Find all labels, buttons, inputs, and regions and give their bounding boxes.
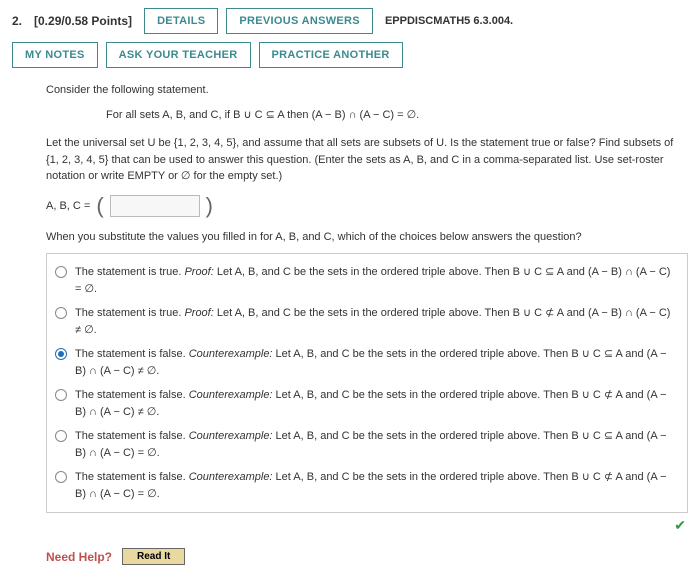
paren-open: ( [96,193,103,219]
option-radio[interactable] [55,471,67,483]
option-row[interactable]: The statement is false. Counterexample: … [55,342,679,383]
option-row[interactable]: The statement is true. Proof: Let A, B, … [55,301,679,342]
intro-text: Consider the following statement. [46,82,688,99]
check-icon: ✔ [674,517,686,533]
read-it-button[interactable]: Read It [122,548,185,565]
question-body: Consider the following statement. For al… [46,82,688,565]
details-button[interactable]: DETAILS [144,8,218,34]
question-number: 2. [12,14,22,28]
option-radio[interactable] [55,307,67,319]
option-text: The statement is false. Counterexample: … [75,469,679,502]
statement-text: For all sets A, B, and C, if B ∪ C ⊆ A t… [46,107,688,124]
question-header-row2: MY NOTES ASK YOUR TEACHER PRACTICE ANOTH… [12,42,688,68]
option-text: The statement is false. Counterexample: … [75,387,679,420]
option-row[interactable]: The statement is true. Proof: Let A, B, … [55,260,679,301]
ask-teacher-button[interactable]: ASK YOUR TEACHER [106,42,251,68]
option-radio[interactable] [55,389,67,401]
setup-text: Let the universal set U be {1, 2, 3, 4, … [46,135,688,185]
need-help-label: Need Help? [46,550,112,564]
followup-text: When you substitute the values you fille… [46,229,688,246]
option-radio[interactable] [55,266,67,278]
option-row[interactable]: The statement is false. Counterexample: … [55,383,679,424]
options-container: The statement is true. Proof: Let A, B, … [46,253,688,513]
paren-close: ) [206,193,213,219]
option-row[interactable]: The statement is false. Counterexample: … [55,424,679,465]
practice-another-button[interactable]: PRACTICE ANOTHER [259,42,403,68]
option-text: The statement is true. Proof: Let A, B, … [75,305,679,338]
my-notes-button[interactable]: MY NOTES [12,42,98,68]
option-row[interactable]: The statement is false. Counterexample: … [55,465,679,506]
option-radio[interactable] [55,430,67,442]
correct-indicator: ✔ [46,513,688,534]
answer-input[interactable] [110,195,200,217]
answer-label: A, B, C = [46,200,90,212]
answer-row: A, B, C = ( ) [46,193,688,219]
option-text: The statement is false. Counterexample: … [75,428,679,461]
source-label: EPPDISCMATH5 6.3.004. [385,15,513,27]
question-points: [0.29/0.58 Points] [34,14,132,28]
option-text: The statement is false. Counterexample: … [75,346,679,379]
need-help-row: Need Help? Read It [46,548,688,565]
previous-answers-button[interactable]: PREVIOUS ANSWERS [226,8,373,34]
question-header: 2. [0.29/0.58 Points] DETAILS PREVIOUS A… [12,8,688,34]
option-radio[interactable] [55,348,67,360]
option-text: The statement is true. Proof: Let A, B, … [75,264,679,297]
